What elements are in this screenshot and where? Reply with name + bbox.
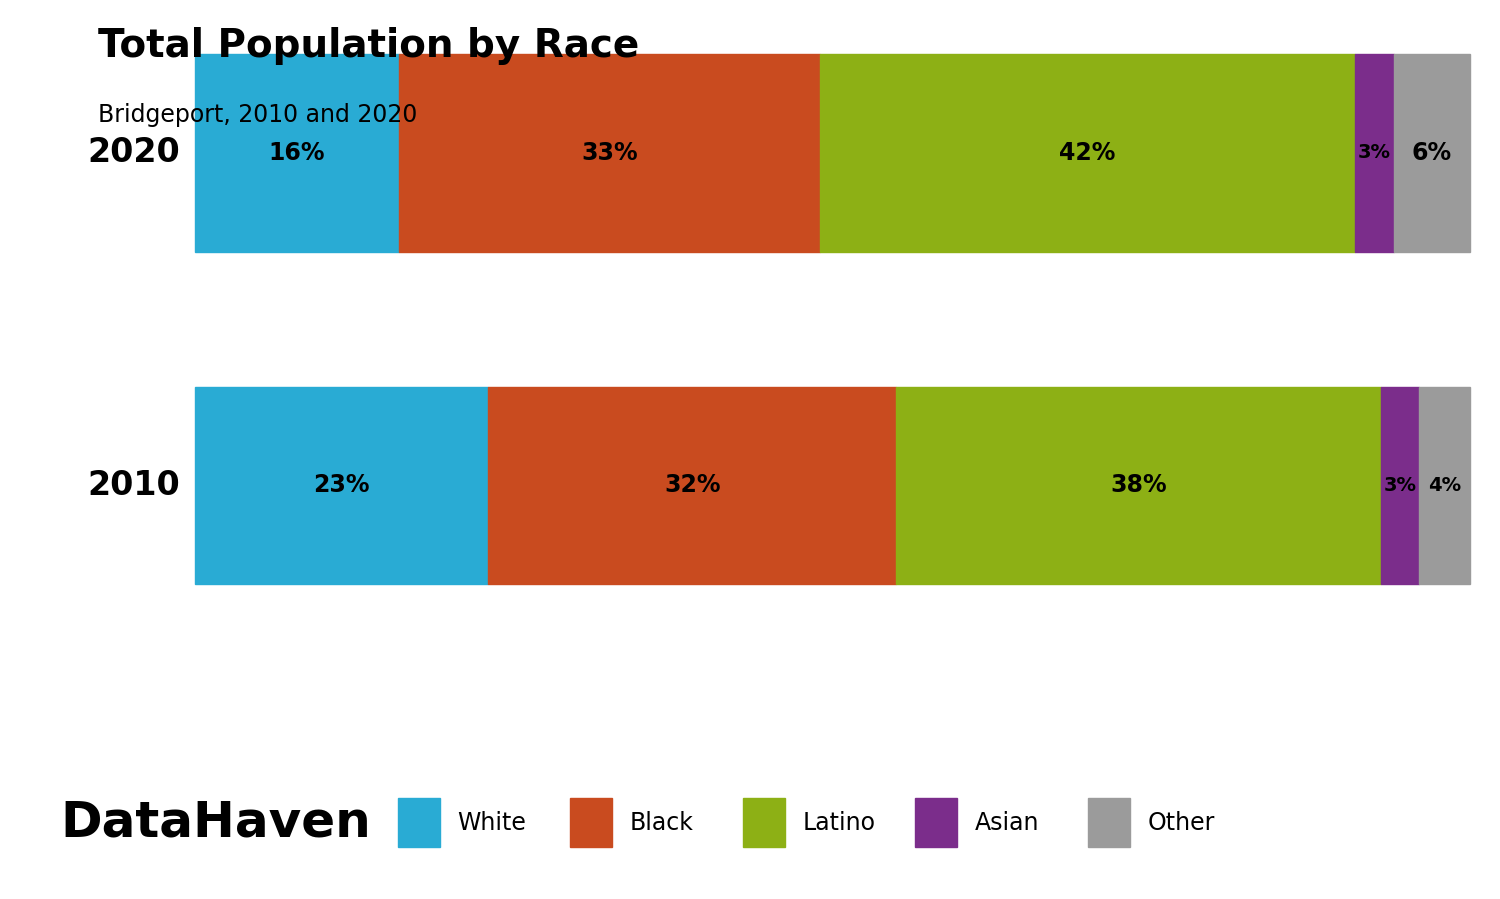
Text: 32%: 32% xyxy=(664,474,720,497)
Text: Total Population by Race: Total Population by Race xyxy=(98,27,639,65)
Text: 42%: 42% xyxy=(1059,141,1116,165)
Text: DataHaven: DataHaven xyxy=(60,798,370,847)
Text: 23%: 23% xyxy=(314,474,370,497)
Text: 33%: 33% xyxy=(580,141,638,165)
Text: White: White xyxy=(458,811,526,834)
Text: 3%: 3% xyxy=(1383,476,1416,495)
Text: 3%: 3% xyxy=(1358,143,1390,163)
Text: 2020: 2020 xyxy=(87,137,180,169)
Text: 16%: 16% xyxy=(268,141,326,165)
Text: Black: Black xyxy=(630,811,694,834)
Text: Other: Other xyxy=(1148,811,1215,834)
Text: 38%: 38% xyxy=(1110,474,1167,497)
Text: 6%: 6% xyxy=(1412,141,1452,165)
Text: 2010: 2010 xyxy=(87,469,180,502)
Text: Latino: Latino xyxy=(802,811,876,834)
Text: Bridgeport, 2010 and 2020: Bridgeport, 2010 and 2020 xyxy=(98,103,417,128)
Text: Asian: Asian xyxy=(975,811,1040,834)
Text: 4%: 4% xyxy=(1428,476,1461,495)
